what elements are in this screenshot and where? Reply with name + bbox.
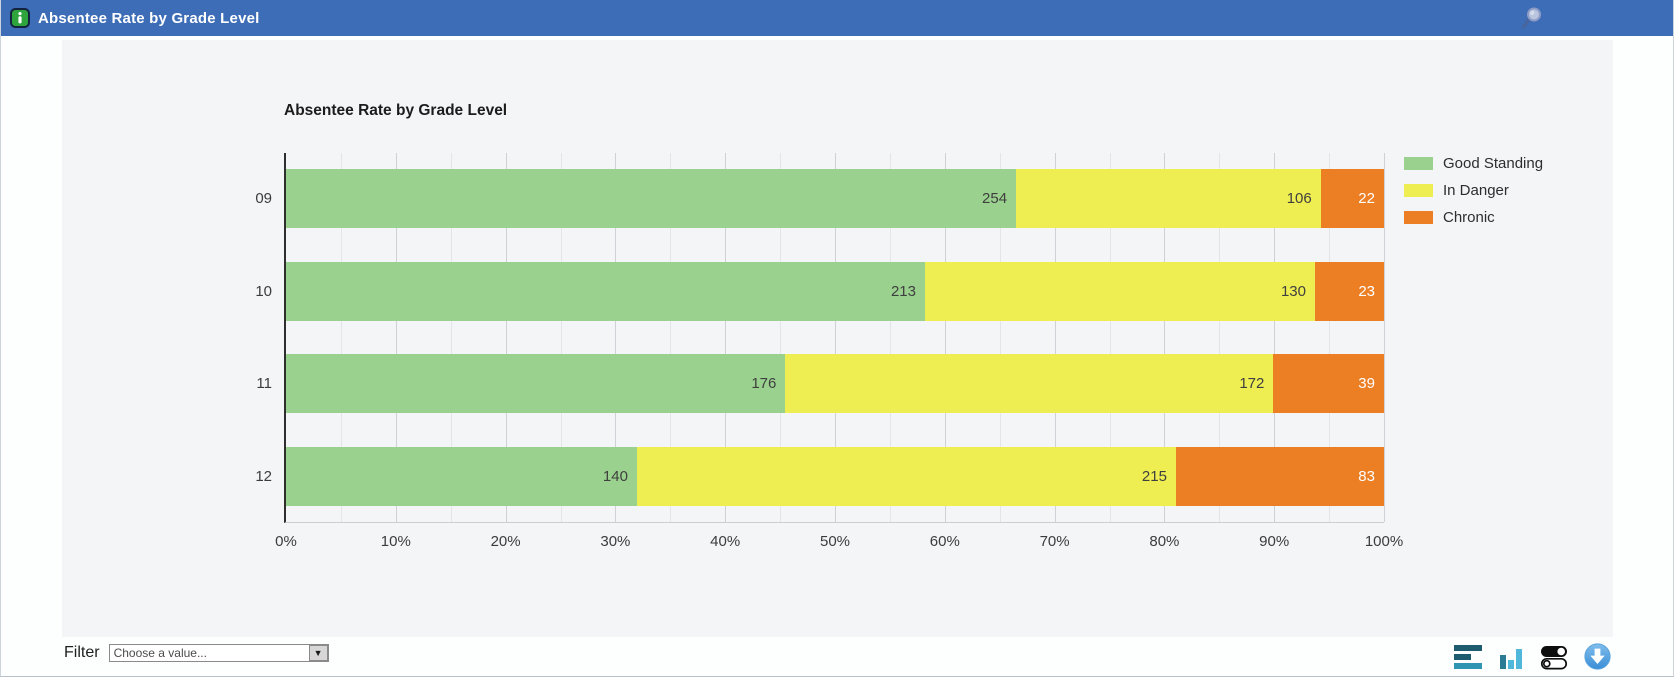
- segment-value-label: 130: [1280, 282, 1306, 300]
- segment-value-label: 83: [1358, 467, 1375, 485]
- legend-label: In Danger: [1443, 182, 1509, 199]
- x-axis-tick: 100%: [1364, 533, 1404, 550]
- gridline: [615, 153, 617, 522]
- gridline: [1219, 153, 1221, 522]
- x-axis-tick: 20%: [490, 533, 521, 550]
- filter-label: Filter: [64, 644, 100, 661]
- bar-segment[interactable]: 215: [636, 446, 1176, 506]
- legend-label: Good Standing: [1443, 155, 1544, 172]
- gridline: [560, 153, 562, 522]
- y-axis-label: 10: [255, 282, 272, 300]
- segment-value-label: 254: [982, 190, 1008, 207]
- bar-segment[interactable]: 140: [286, 446, 637, 506]
- legend-swatch: [1404, 157, 1433, 170]
- x-axis-tick: 30%: [600, 533, 631, 550]
- gridline: [835, 153, 836, 522]
- bar-segment[interactable]: 83: [1175, 446, 1384, 506]
- gridline: [450, 153, 452, 522]
- filter-dropdown-value: Choose a value...: [113, 646, 207, 660]
- bar-segment[interactable]: 254: [286, 169, 1017, 228]
- segment-value-label: 106: [1286, 190, 1312, 207]
- plot-area: 09 254 106 22 10 213 130 23 11 176 172 39 12 140 215 83…: [255, 153, 1403, 550]
- segment-value-label: 215: [1141, 467, 1167, 485]
- gridline: [889, 153, 891, 522]
- bar-segment[interactable]: 172: [785, 354, 1274, 413]
- bar-segment[interactable]: 39: [1273, 354, 1384, 413]
- segment-value-label: 172: [1239, 375, 1265, 392]
- widget-title: Absentee Rate by Grade Level: [38, 9, 260, 27]
- chart-title: Absentee Rate by Grade Level: [284, 102, 508, 119]
- magnifier-icon[interactable]: [1520, 6, 1543, 30]
- bar-segment[interactable]: 106: [1016, 169, 1321, 228]
- gridline: [725, 153, 727, 522]
- bar-row: 176 172 39: [286, 354, 1384, 413]
- segment-value-label: 176: [751, 375, 777, 392]
- x-axis-tick: 40%: [710, 533, 741, 550]
- gridline: [1329, 153, 1331, 522]
- legend-item: Good Standing: [1404, 150, 1543, 177]
- bar-row: 254 106 22: [286, 169, 1384, 228]
- gridline: [505, 153, 507, 522]
- gridline: [944, 153, 946, 522]
- horizontal-bar-chart-icon[interactable]: [1454, 643, 1482, 670]
- x-axis-tick: 10%: [380, 533, 411, 550]
- segment-value-label: 140: [602, 467, 628, 485]
- legend-swatch: [1404, 184, 1433, 197]
- bar-segment[interactable]: 213: [286, 261, 925, 321]
- bar-segment[interactable]: 130: [925, 261, 1315, 321]
- bar-segment[interactable]: 22: [1320, 169, 1384, 228]
- bar-row: 213 130 23: [286, 261, 1384, 321]
- segment-value-label: 39: [1358, 375, 1375, 392]
- gridline: [395, 153, 397, 522]
- segment-value-label: 23: [1358, 282, 1375, 300]
- legend-item: Chronic: [1404, 204, 1543, 231]
- y-axis-label: 11: [256, 375, 272, 392]
- dropdown-arrow-icon[interactable]: ▼: [308, 645, 328, 661]
- filter-dropdown[interactable]: Choose a value... ▼: [108, 644, 329, 662]
- legend-item: In Danger: [1404, 177, 1543, 204]
- gridline: [340, 153, 342, 522]
- vertical-bar-chart-icon[interactable]: [1497, 643, 1525, 670]
- download-icon[interactable]: [1583, 643, 1611, 670]
- bar-row: 140 215 83: [286, 446, 1384, 506]
- bar-segment[interactable]: 176: [286, 354, 786, 413]
- x-axis-tick: 50%: [819, 533, 851, 550]
- legend-label: Chronic: [1443, 209, 1495, 226]
- widget-header: Absentee Rate by Grade Level: [1, 0, 1673, 36]
- legend-swatch: [1404, 211, 1433, 224]
- toggle-switches-icon[interactable]: [1540, 643, 1568, 670]
- chart-toolbar: [1454, 643, 1611, 670]
- gridline: [1109, 153, 1111, 522]
- gridline: [1384, 153, 1385, 522]
- y-axis-label: 12: [255, 467, 272, 485]
- gridline: [999, 153, 1001, 522]
- chart-legend: Good Standing In Danger Chronic: [1404, 150, 1543, 231]
- x-axis-tick: 80%: [1149, 533, 1180, 550]
- bar-segment[interactable]: 23: [1315, 261, 1384, 321]
- y-axis-label: 09: [255, 190, 272, 207]
- gridline: [670, 153, 672, 522]
- gridline: [1164, 153, 1166, 522]
- gridline: [780, 153, 782, 522]
- gridline: [1274, 153, 1276, 522]
- chart-panel: Absentee Rate by Grade Level 09 254 106 22 1…: [62, 40, 1613, 637]
- segment-value-label: 22: [1358, 190, 1375, 207]
- x-axis-tick: 90%: [1259, 533, 1290, 550]
- filter-row: Filter Choose a value... ▼: [64, 644, 329, 662]
- info-icon[interactable]: [10, 8, 30, 28]
- gridline: [1054, 153, 1056, 522]
- x-axis-tick: 0%: [275, 533, 297, 550]
- segment-value-label: 213: [890, 282, 916, 300]
- x-axis-tick: 70%: [1039, 533, 1070, 550]
- x-axis-tick: 60%: [929, 533, 960, 550]
